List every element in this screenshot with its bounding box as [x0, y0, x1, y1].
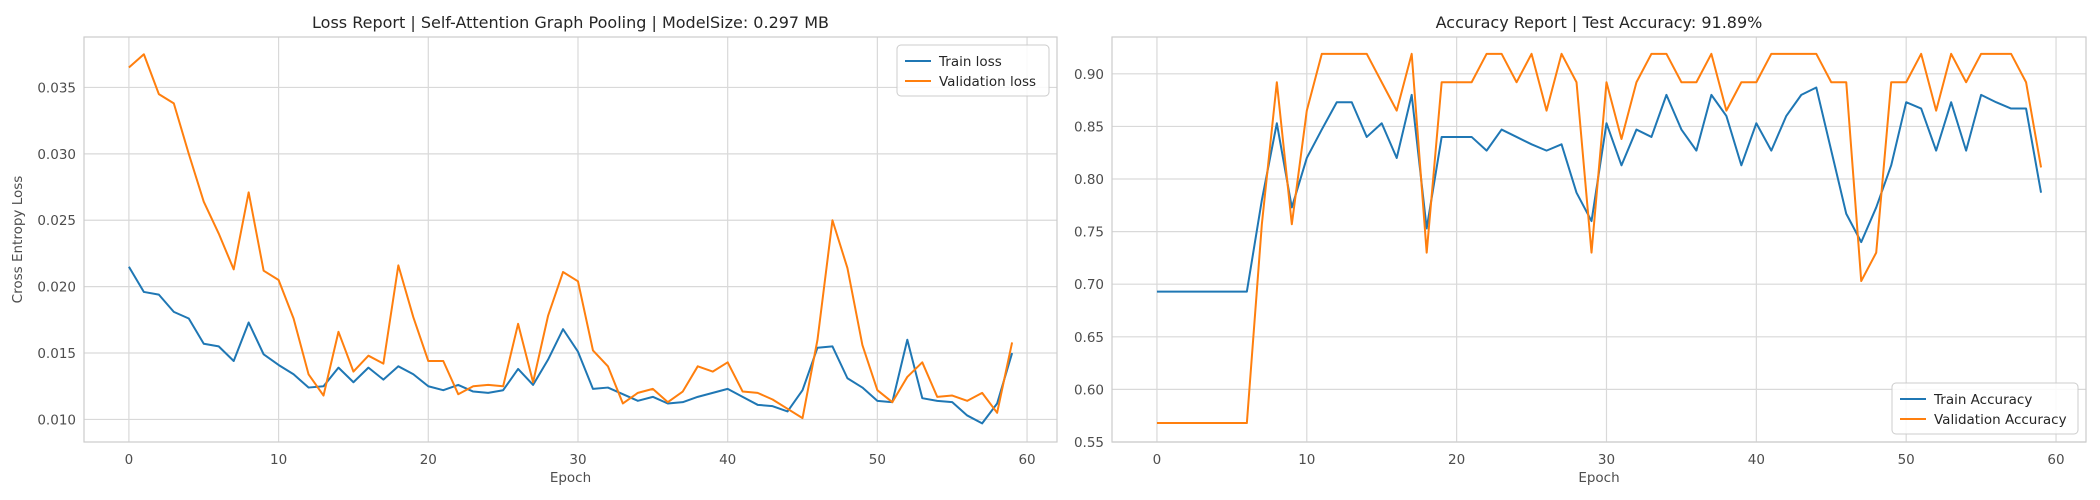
y-tick-label: 0.65: [1074, 330, 1104, 346]
y-tick-labels: 0.010 0.015 0.020 0.025 0.030 0.035: [37, 80, 76, 428]
chart-title: Accuracy Report | Test Accuracy: 91.89%: [1436, 13, 1763, 32]
y-tick-label: 0.90: [1074, 67, 1104, 83]
y-tick-label: 0.015: [37, 346, 76, 362]
y-tick-label: 0.010: [37, 412, 76, 428]
series-line-train-loss: [128, 266, 1014, 425]
y-tick-label: 0.020: [37, 280, 76, 296]
x-tick-label: 50: [1898, 452, 1915, 468]
axes-frame: [83, 36, 1058, 443]
legend-label: Validation loss: [939, 74, 1036, 90]
series-line-validation-accuracy: [1156, 52, 2043, 425]
y-tick-label: 0.85: [1074, 119, 1104, 135]
x-tick-label: 10: [270, 452, 287, 468]
x-tick-labels: 0 10 20 30 40 50 60: [125, 452, 1036, 468]
grid: [1112, 37, 2086, 443]
legend-box: [1891, 382, 2079, 435]
x-axis-label: Epoch: [1578, 470, 1619, 486]
y-tick-label: 0.025: [37, 213, 76, 229]
x-tick-label: 50: [869, 452, 886, 468]
x-tick-label: 40: [719, 452, 736, 468]
y-tick-label: 0.030: [37, 147, 76, 163]
y-axis-label: Cross Entropy Loss: [10, 176, 26, 304]
y-tick-label: 0.035: [37, 80, 76, 96]
y-tick-label: 0.80: [1074, 172, 1104, 188]
legend-label: Train Accuracy: [1933, 392, 2032, 408]
x-tick-label: 60: [1018, 452, 1035, 468]
x-tick-label: 10: [1298, 452, 1315, 468]
x-tick-labels: 0 10 20 30 40 50 60: [1153, 452, 2065, 468]
x-tick-label: 20: [420, 452, 437, 468]
x-tick-label: 0: [125, 452, 134, 468]
axes-frame: [1111, 36, 2087, 443]
accuracy-chart: 0 10 20 30 40 50 60 0.55 0.60 0.65 0.70 0.75 0.80 0.8…: [1074, 13, 2087, 486]
chart-title: Loss Report | Self-Attention Graph Pooli…: [312, 13, 829, 32]
x-tick-label: 20: [1448, 452, 1465, 468]
y-tick-labels: 0.55 0.60 0.65 0.70 0.75 0.80 0.85 0.90: [1074, 67, 1104, 451]
y-tick-label: 0.55: [1074, 435, 1104, 451]
series-line-validation-loss: [128, 53, 1014, 420]
legend-label: Validation Accuracy: [1934, 412, 2067, 428]
x-tick-label: 40: [1748, 452, 1765, 468]
y-tick-label: 0.60: [1074, 382, 1104, 398]
y-tick-label: 0.75: [1074, 225, 1104, 241]
x-tick-label: 60: [2047, 452, 2064, 468]
y-tick-label: 0.70: [1074, 277, 1104, 293]
grid: [84, 37, 1057, 442]
x-tick-label: 0: [1153, 452, 1162, 468]
x-axis-label: Epoch: [550, 470, 591, 486]
legend: Train loss Validation loss: [896, 44, 1050, 97]
legend-label: Train loss: [938, 54, 1002, 70]
loss-chart: 0 10 20 30 40 50 600.0100.0150.0200.0250.0300.…: [10, 13, 1058, 486]
legend: Train Accuracy Validation Accuracy: [1891, 382, 2079, 435]
x-tick-label: 30: [569, 452, 586, 468]
x-tick-label: 30: [1598, 452, 1615, 468]
legend-box: [896, 44, 1050, 97]
